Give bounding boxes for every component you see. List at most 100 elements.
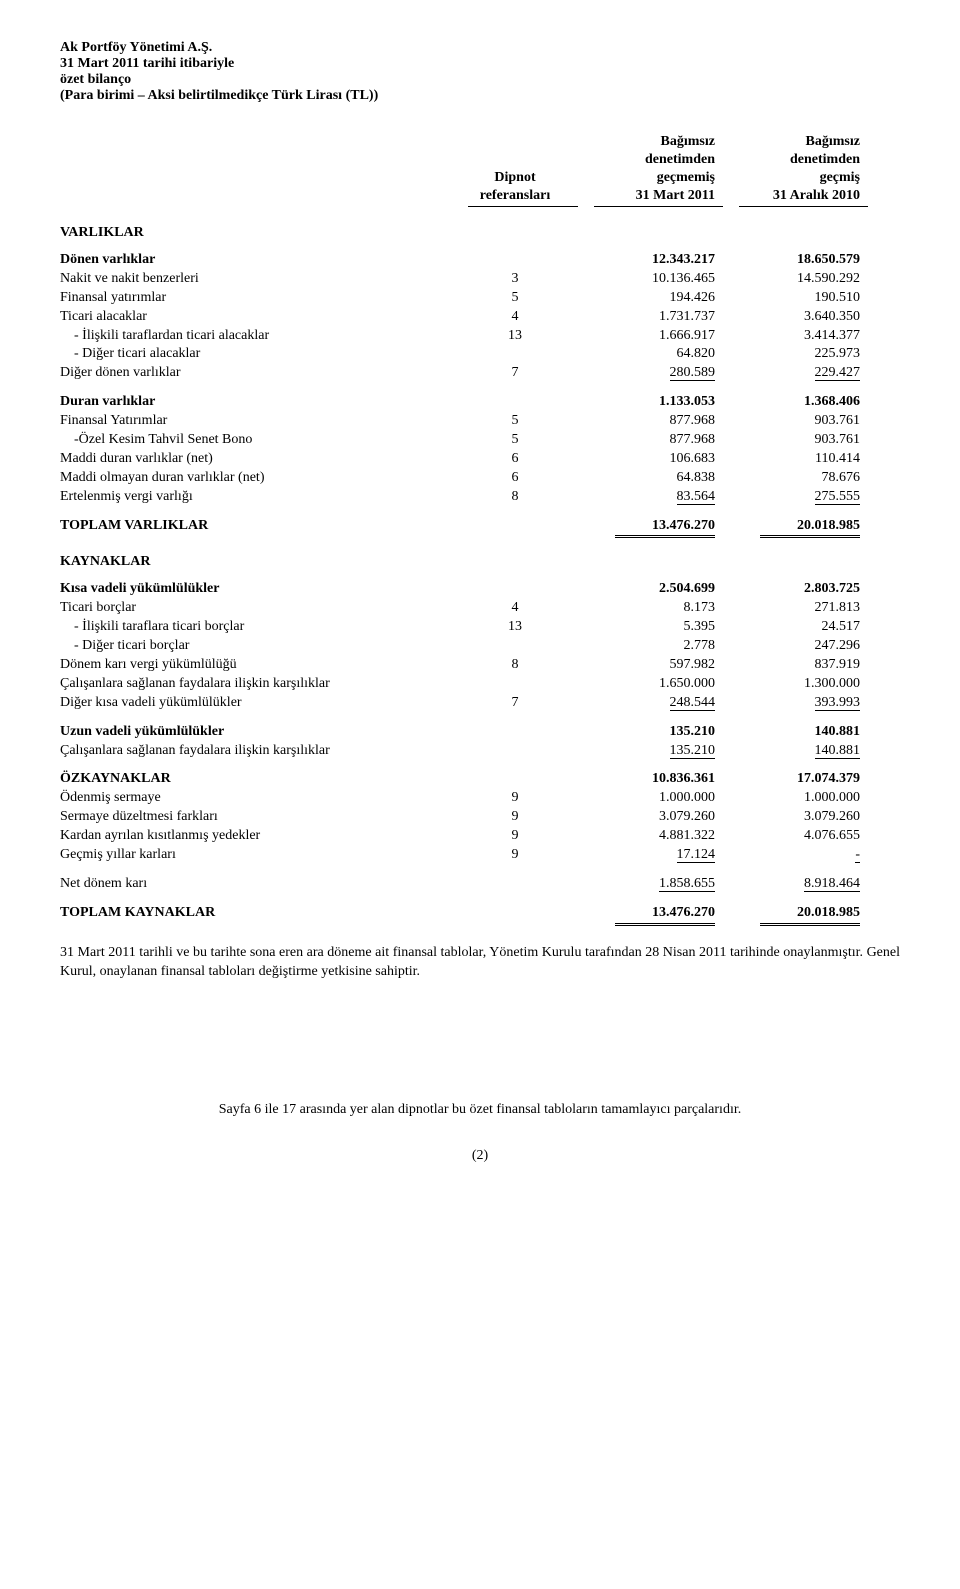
row-note: 5 [460, 289, 570, 308]
table-row: - Diğer ticari borçlar2.778247.296 [60, 637, 900, 656]
row-value-1: 106.683 [570, 450, 715, 469]
table-row: - Diğer ticari alacaklar64.820225.973 [60, 345, 900, 364]
net-donem-v1: 1.858.655 [659, 876, 715, 892]
ozkaynaklar-rows: Ödenmiş sermaye91.000.0001.000.000Sermay… [60, 789, 900, 865]
column-header-row-3: Dipnot geçmemiş geçmiş [60, 170, 900, 186]
duran-varliklar-heading: Duran varlıklar 1.133.053 1.368.406 [60, 393, 900, 412]
table-row: Finansal Yatırımlar5877.968903.761 [60, 412, 900, 431]
table-row: Maddi duran varlıklar (net)6106.683110.4… [60, 450, 900, 469]
uzun-vadeli-heading: Uzun vadeli yükümlülükler 135.210 140.88… [60, 723, 900, 742]
uzun-v2: 140.881 [715, 723, 860, 742]
row-label: Nakit ve nakit benzerleri [60, 270, 460, 289]
uzun-title: Uzun vadeli yükümlülükler [60, 723, 460, 742]
donen-title: Dönen varlıklar [60, 251, 460, 270]
row-value-1: 17.124 [570, 846, 715, 865]
row-value-2: 271.813 [715, 599, 860, 618]
header-line-4: (Para birimi – Aksi belirtilmedikçe Türk… [60, 88, 900, 104]
row-value-2: 3.640.350 [715, 308, 860, 327]
donen-v2: 18.650.579 [715, 251, 860, 270]
duran-title: Duran varlıklar [60, 393, 460, 412]
uzun-v1: 135.210 [570, 723, 715, 742]
row-note [460, 345, 570, 364]
table-row: - İlişkili taraflardan ticari alacaklar1… [60, 327, 900, 346]
column-header-underline [60, 206, 900, 207]
table-row: Ertelenmiş vergi varlığı883.564275.555 [60, 488, 900, 507]
col1-h1: Bağımsız [570, 134, 715, 150]
kisa-v2: 2.803.725 [715, 580, 860, 599]
row-value-2: 903.761 [715, 431, 860, 450]
row-label: Ticari alacaklar [60, 308, 460, 327]
row-note: 13 [460, 327, 570, 346]
table-row: - İlişkili taraflara ticari borçlar135.3… [60, 618, 900, 637]
note-col-h2: referansları [460, 188, 570, 204]
row-note: 8 [460, 488, 570, 507]
col2-h4: 31 Aralık 2010 [715, 188, 860, 204]
table-row: Sermaye düzeltmesi farkları93.079.2603.0… [60, 808, 900, 827]
duran-rows: Finansal Yatırımlar5877.968903.761-Özel … [60, 412, 900, 506]
col2-h1: Bağımsız [715, 134, 860, 150]
toplam-varliklar-row: TOPLAM VARLIKLAR 13.476.270 20.018.985 [60, 517, 900, 537]
toplam-varliklar-label: TOPLAM VARLIKLAR [60, 517, 460, 537]
row-value-1: 135.210 [570, 742, 715, 761]
ozkaynaklar-title: ÖZKAYNAKLAR [60, 770, 460, 789]
row-value-2: 110.414 [715, 450, 860, 469]
kisa-vadeli-heading: Kısa vadeli yükümlülükler 2.504.699 2.80… [60, 580, 900, 599]
row-value-2: 3.079.260 [715, 808, 860, 827]
toplam-varliklar-v1: 13.476.270 [615, 517, 715, 537]
table-row: Ödenmiş sermaye91.000.0001.000.000 [60, 789, 900, 808]
row-note [460, 742, 570, 761]
row-value-2: 275.555 [715, 488, 860, 507]
toplam-kaynaklar-row: TOPLAM KAYNAKLAR 13.476.270 20.018.985 [60, 904, 900, 924]
row-value-2: 1.000.000 [715, 789, 860, 808]
footer-note: Sayfa 6 ile 17 arasında yer alan dipnotl… [60, 1102, 900, 1118]
donen-varliklar-heading: Dönen varlıklar 12.343.217 18.650.579 [60, 251, 900, 270]
row-note: 5 [460, 412, 570, 431]
row-value-2: 837.919 [715, 656, 860, 675]
row-value-1: 597.982 [570, 656, 715, 675]
col1-h2: denetimden [570, 152, 715, 168]
row-value-2: 247.296 [715, 637, 860, 656]
column-header-row-2: denetimden denetimden [60, 152, 900, 168]
row-value-2: - [715, 846, 860, 865]
kaynaklar-title: KAYNAKLAR [60, 554, 900, 570]
row-label: Finansal Yatırımlar [60, 412, 460, 431]
row-label: -Özel Kesim Tahvil Senet Bono [60, 431, 460, 450]
col1-h4: 31 Mart 2011 [570, 188, 715, 204]
table-row: Ticari borçlar48.173271.813 [60, 599, 900, 618]
row-value-2: 393.993 [715, 694, 860, 713]
note-col-h1: Dipnot [460, 170, 570, 186]
net-donem-v2: 8.918.464 [804, 876, 860, 892]
toplam-varliklar-v2: 20.018.985 [760, 517, 860, 537]
row-label: Diğer kısa vadeli yükümlülükler [60, 694, 460, 713]
header-line-3: özet bilanço [60, 72, 900, 88]
row-value-2: 229.427 [715, 364, 860, 383]
row-note: 9 [460, 789, 570, 808]
company-name: Ak Portföy Yönetimi A.Ş. [60, 40, 900, 56]
row-label: Ertelenmiş vergi varlığı [60, 488, 460, 507]
kisa-title: Kısa vadeli yükümlülükler [60, 580, 460, 599]
row-label: Ticari borçlar [60, 599, 460, 618]
row-value-2: 225.973 [715, 345, 860, 364]
row-note: 8 [460, 656, 570, 675]
uzun-rows: Çalışanlara sağlanan faydalara ilişkin k… [60, 742, 900, 761]
row-value-1: 64.820 [570, 345, 715, 364]
row-note: 7 [460, 364, 570, 383]
table-row: Geçmiş yıllar karları917.124- [60, 846, 900, 865]
ozkaynaklar-v1: 10.836.361 [570, 770, 715, 789]
column-header-row-1: Bağımsız Bağımsız [60, 134, 900, 150]
row-value-1: 280.589 [570, 364, 715, 383]
row-note: 7 [460, 694, 570, 713]
row-value-2: 1.300.000 [715, 675, 860, 694]
row-value-2: 24.517 [715, 618, 860, 637]
table-row: Nakit ve nakit benzerleri310.136.46514.5… [60, 270, 900, 289]
row-label: Kardan ayrılan kısıtlanmış yedekler [60, 827, 460, 846]
row-note: 9 [460, 846, 570, 865]
row-label: - Diğer ticari borçlar [60, 637, 460, 656]
row-label: - İlişkili taraflardan ticari alacaklar [60, 327, 460, 346]
row-note: 13 [460, 618, 570, 637]
row-note: 4 [460, 599, 570, 618]
header-line-2: 31 Mart 2011 tarihi itibariyle [60, 56, 900, 72]
row-value-2: 78.676 [715, 469, 860, 488]
table-row: Ticari alacaklar41.731.7373.640.350 [60, 308, 900, 327]
row-label: Finansal yatırımlar [60, 289, 460, 308]
